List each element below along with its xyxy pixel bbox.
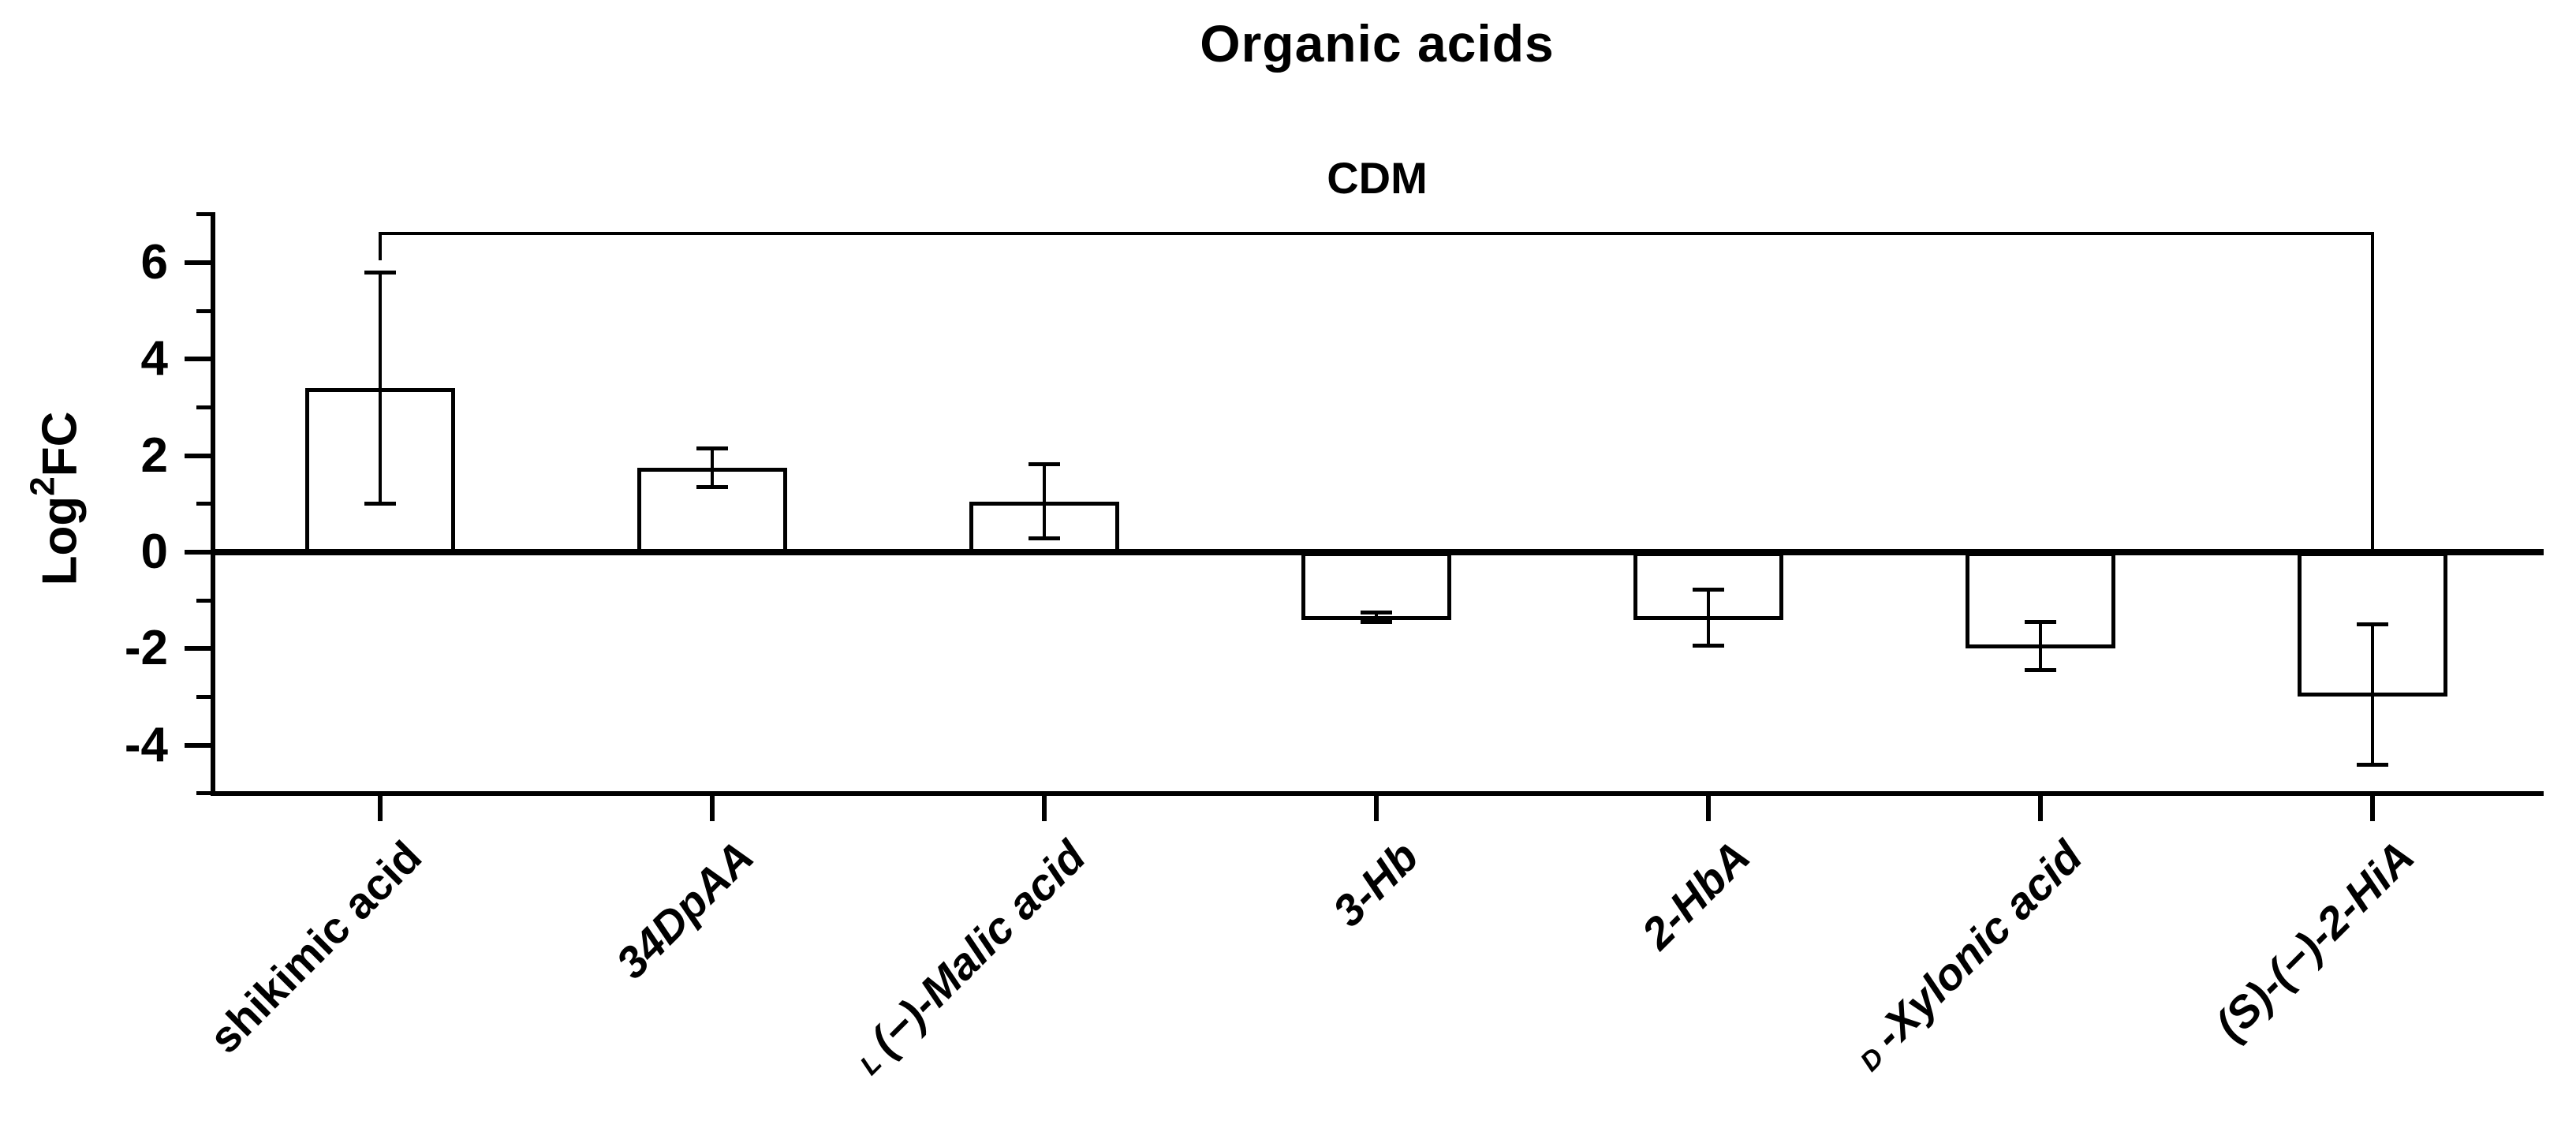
x-category-label-prefix: L <box>854 1041 894 1081</box>
x-category-tick <box>2038 794 2043 821</box>
y-minor-tick <box>196 695 213 699</box>
bracket-group-label: CDM <box>1327 153 1428 203</box>
y-major-tick <box>185 454 213 458</box>
error-bar-line <box>1707 589 1710 645</box>
chart-title: Organic acids <box>1200 14 1555 73</box>
y-major-tick <box>185 646 213 651</box>
y-major-tick <box>185 743 213 748</box>
y-minor-tick <box>196 599 213 603</box>
error-bar-cap-bottom <box>1361 620 1392 624</box>
error-bar-cap-bottom <box>364 502 396 506</box>
error-bar-cap-top <box>364 271 396 275</box>
y-major-tick <box>185 260 213 265</box>
y-tick-label: -2 <box>124 621 168 675</box>
error-bar-cap-bottom <box>2025 668 2056 672</box>
x-category-tick <box>378 794 383 821</box>
x-category-label: L (−)-Malic acid <box>854 831 1096 1081</box>
error-bar-cap-top <box>2357 622 2388 626</box>
x-category-tick <box>1042 794 1047 821</box>
x-category-tick <box>710 794 715 821</box>
y-tick-label: 2 <box>140 428 168 483</box>
y-tick-label: 4 <box>140 331 168 386</box>
y-minor-tick <box>196 502 213 506</box>
x-category-tick <box>2370 794 2375 821</box>
x-category-label-prefix: D <box>1854 1035 1897 1078</box>
error-bar-cap-bottom <box>1693 644 1724 648</box>
error-bar-cap-top <box>1693 588 1724 592</box>
error-bar-line <box>2039 622 2042 670</box>
y-minor-tick <box>196 791 213 795</box>
x-category-tick <box>1374 794 1379 821</box>
x-category-label: (S)-(−)-2-HiA <box>2205 831 2424 1050</box>
error-bar-cap-bottom <box>2357 763 2388 767</box>
error-bar-line <box>711 448 714 487</box>
error-bar-line <box>1375 612 1378 622</box>
error-bar-cap-top <box>1029 462 1060 466</box>
error-bar-cap-bottom <box>696 485 728 489</box>
error-bar-line <box>1043 465 1046 539</box>
x-category-label: shikimic acid <box>200 831 431 1063</box>
y-major-tick <box>185 357 213 361</box>
x-category-label: 34DpAA <box>606 831 763 988</box>
significance-bracket-left-tick <box>379 233 382 260</box>
error-bar-cap-bottom <box>1029 536 1060 540</box>
y-minor-tick <box>196 309 213 313</box>
error-bar-line <box>2371 625 2374 764</box>
x-category-tick <box>1706 794 1711 821</box>
significance-bracket-right-drop <box>2371 233 2374 549</box>
y-minor-tick <box>196 212 213 216</box>
error-bar-cap-top <box>696 446 728 450</box>
x-category-label: 3-Hb <box>1322 831 1428 936</box>
x-category-label: D -Xylonic acid <box>1854 831 2092 1078</box>
error-bar-cap-top <box>2025 620 2056 624</box>
y-axis-spine <box>211 212 215 796</box>
y-minor-tick <box>196 405 213 409</box>
x-category-label: 2-HbA <box>1632 831 1760 959</box>
y-tick-label: 6 <box>140 235 168 289</box>
y-tick-label: 0 <box>140 525 168 579</box>
y-major-tick <box>185 550 213 555</box>
error-bar-cap-top <box>1361 611 1392 614</box>
error-bar-line <box>379 272 382 504</box>
significance-bracket-top <box>379 232 2374 235</box>
y-tick-label: -4 <box>124 718 168 772</box>
